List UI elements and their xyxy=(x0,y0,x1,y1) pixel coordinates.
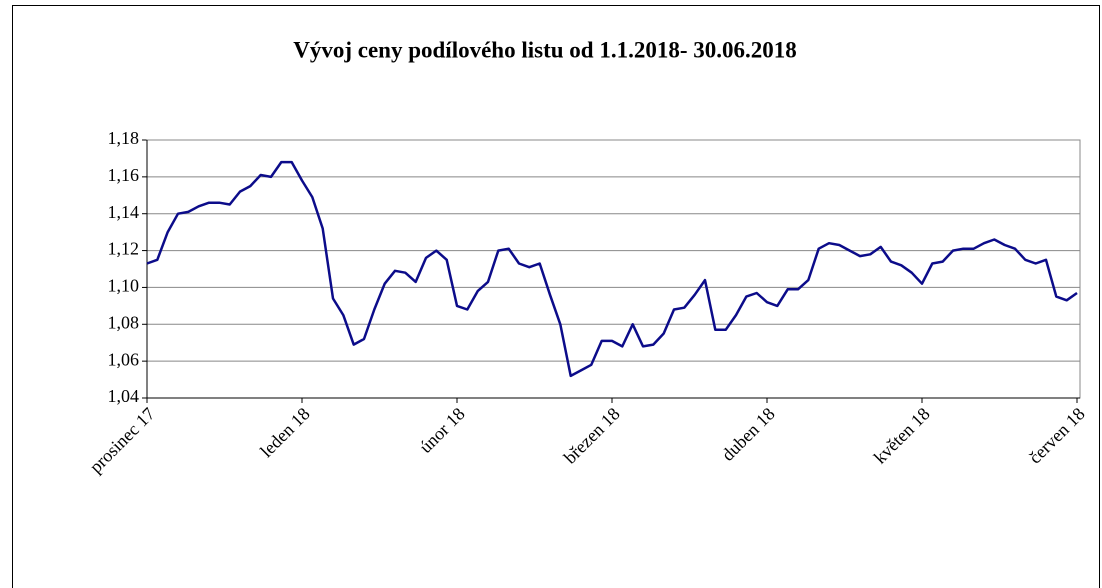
price-line xyxy=(146,160,1078,378)
y-tick-label: 1,12 xyxy=(108,239,140,259)
y-tick-label: 1,06 xyxy=(108,349,140,369)
y-tick-label: 1,08 xyxy=(108,312,140,332)
chart-title: Vývoj ceny podílového listu od 1.1.2018-… xyxy=(293,37,796,62)
y-tick-label: 1,18 xyxy=(108,128,140,148)
y-tick-label: 1,14 xyxy=(108,202,140,222)
y-tick-label: 1,16 xyxy=(108,165,140,185)
y-tick-label: 1,04 xyxy=(108,386,140,406)
plot-area xyxy=(147,140,1080,398)
y-tick-label: 1,10 xyxy=(108,276,140,296)
